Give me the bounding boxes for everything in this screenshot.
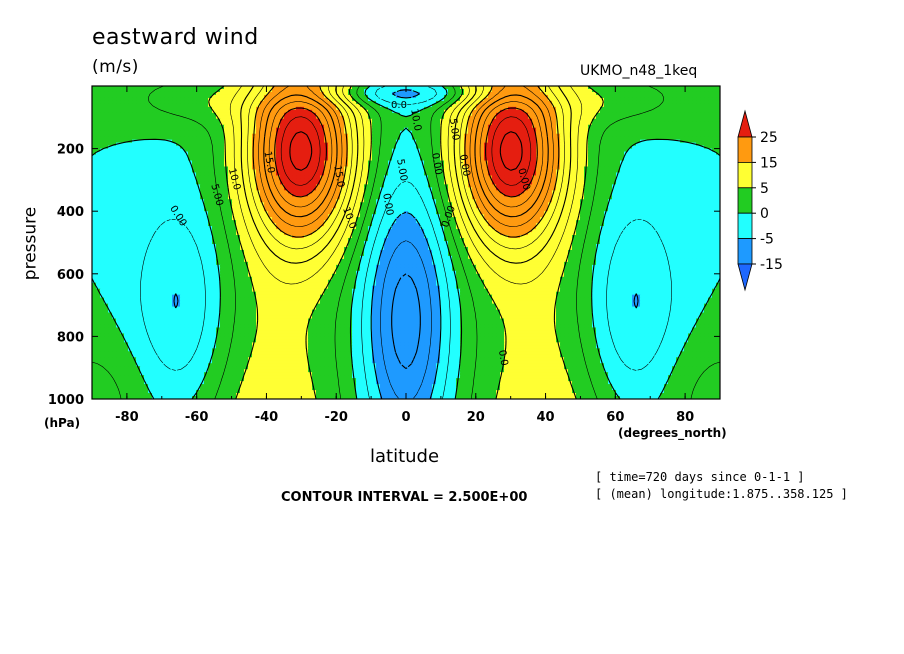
wind-field: [92, 86, 721, 400]
